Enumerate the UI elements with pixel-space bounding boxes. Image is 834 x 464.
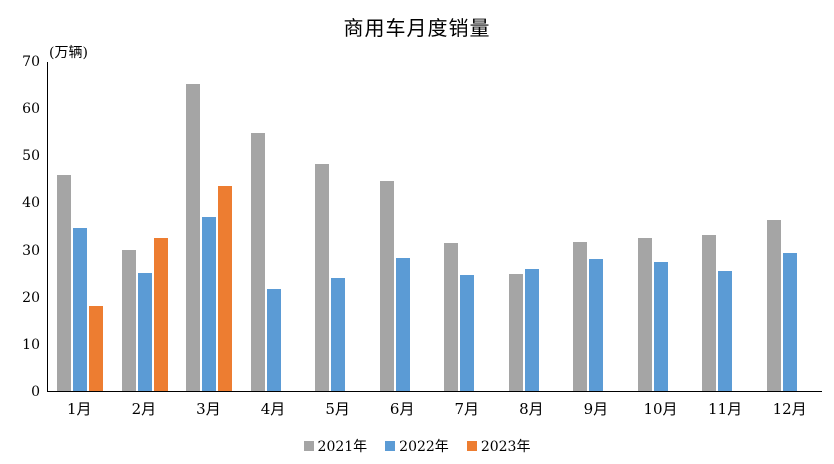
x-tick-label-2月: 2月 [131,400,157,418]
bar-2022年-11月 [718,271,733,391]
y-tick-label: 40 [22,195,40,212]
chart-title: 商用车月度销量 [343,16,491,40]
bar-2022年-7月 [460,275,475,391]
bar-2022年-8月 [524,269,539,391]
legend-label: 2023年 [480,439,531,455]
bar-group-8月 [500,62,565,391]
x-tick-label-12月: 12月 [772,400,807,418]
x-tick-label-3月: 3月 [196,400,221,418]
y-tick-label: 70 [22,54,40,70]
bar-2023年-2月 [153,238,168,391]
bar-group-4月 [242,62,307,391]
x-tick-label-11月: 11月 [708,400,743,418]
x-tick-label-10月: 10月 [643,400,678,418]
x-tick-label-4月: 4月 [260,400,286,418]
x-tick-label-1月: 1月 [67,400,92,418]
bar-2023年-1月 [89,306,104,391]
y-tick-label: 60 [22,101,40,118]
bar-group-3月 [177,62,242,391]
bar-2022年-9月 [589,259,604,391]
bar-2021年-2月 [121,250,136,391]
bar-2022年-6月 [395,258,410,391]
bar-2022年-1月 [73,228,88,391]
bar-2021年-10月 [637,238,652,391]
bar-2022年-4月 [266,289,281,391]
legend-swatch-icon [466,441,477,451]
legend-label: 2022年 [399,439,449,455]
bar-group-6月 [371,62,436,391]
x-tick-label-8月: 8月 [519,400,544,418]
legend-label: 2021年 [317,439,368,455]
legend-item-2023年: 2023年 [466,436,531,456]
bar-group-11月 [693,62,758,391]
bar-group-7月 [435,62,500,391]
bar-2021年-5月 [315,164,330,391]
legend-item-2021年: 2021年 [303,436,368,456]
legend-item-2022年: 2022年 [385,436,449,456]
bar-2021年-8月 [508,274,523,391]
bar-2023年-3月 [218,186,233,391]
bar-group-1月 [48,62,113,391]
plot-area [47,62,822,392]
x-tick-label-7月: 7月 [454,400,480,418]
bar-2022年-12月 [782,253,797,391]
bar-2022年-5月 [331,278,346,391]
legend-swatch-icon [303,441,314,451]
y-tick-label: 0 [31,384,40,400]
legend: 2021年 2022年 2023年 [0,436,834,456]
x-tick-label-5月: 5月 [325,400,350,418]
bar-2021年-7月 [444,243,459,391]
bar-2021年-1月 [57,175,72,391]
x-tick-label-6月: 6月 [389,400,415,418]
bar-group-12月 [758,62,823,391]
x-axis: 1月 2月 3月 4月 5月 6月 7月 8月 9月 10月 11月 12月 [47,398,822,419]
bar-2021年-11月 [702,235,717,391]
bar-2022年-10月 [653,262,668,391]
x-tick-label-9月: 9月 [583,400,609,418]
bar-2022年-2月 [137,273,152,391]
legend-swatch-icon [385,441,396,451]
y-tick-label: 30 [22,242,40,259]
bar-2021年-12月 [766,220,781,391]
bar-2021年-4月 [250,133,265,391]
bar-group-5月 [306,62,371,391]
y-tick-label: 10 [22,336,40,353]
y-tick-label: 50 [22,148,40,165]
bar-2021年-6月 [379,181,394,391]
y-axis-unit-label: (万辆) [49,45,88,61]
bar-group-9月 [564,62,629,391]
bar-group-10月 [629,62,694,391]
bar-2022年-3月 [202,217,217,391]
bar-2021年-3月 [186,84,201,391]
bar-group-2月 [113,62,178,391]
y-tick-label: 20 [22,289,40,306]
bar-2021年-9月 [573,242,588,391]
